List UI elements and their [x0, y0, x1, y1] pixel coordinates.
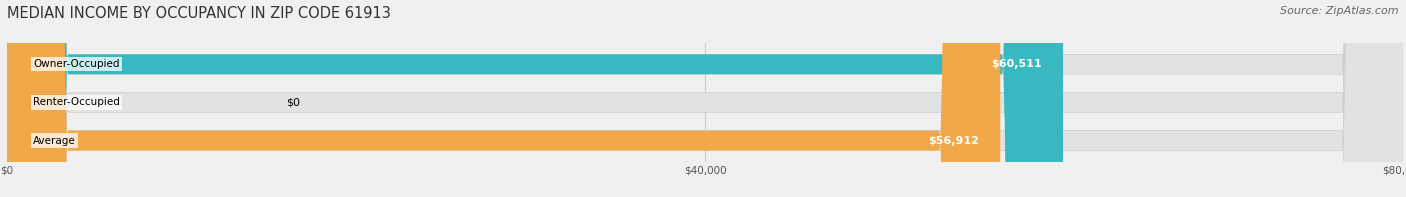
Text: $0: $0: [287, 98, 301, 107]
Text: Owner-Occupied: Owner-Occupied: [34, 59, 120, 69]
FancyBboxPatch shape: [7, 0, 1063, 197]
Text: Renter-Occupied: Renter-Occupied: [34, 98, 120, 107]
Text: $60,511: $60,511: [991, 59, 1042, 69]
FancyBboxPatch shape: [7, 0, 1403, 197]
FancyBboxPatch shape: [7, 0, 1403, 197]
Text: $56,912: $56,912: [928, 136, 980, 146]
Text: Source: ZipAtlas.com: Source: ZipAtlas.com: [1281, 6, 1399, 16]
Text: MEDIAN INCOME BY OCCUPANCY IN ZIP CODE 61913: MEDIAN INCOME BY OCCUPANCY IN ZIP CODE 6…: [7, 6, 391, 21]
Text: Average: Average: [34, 136, 76, 146]
FancyBboxPatch shape: [7, 0, 1403, 197]
FancyBboxPatch shape: [7, 0, 1000, 197]
